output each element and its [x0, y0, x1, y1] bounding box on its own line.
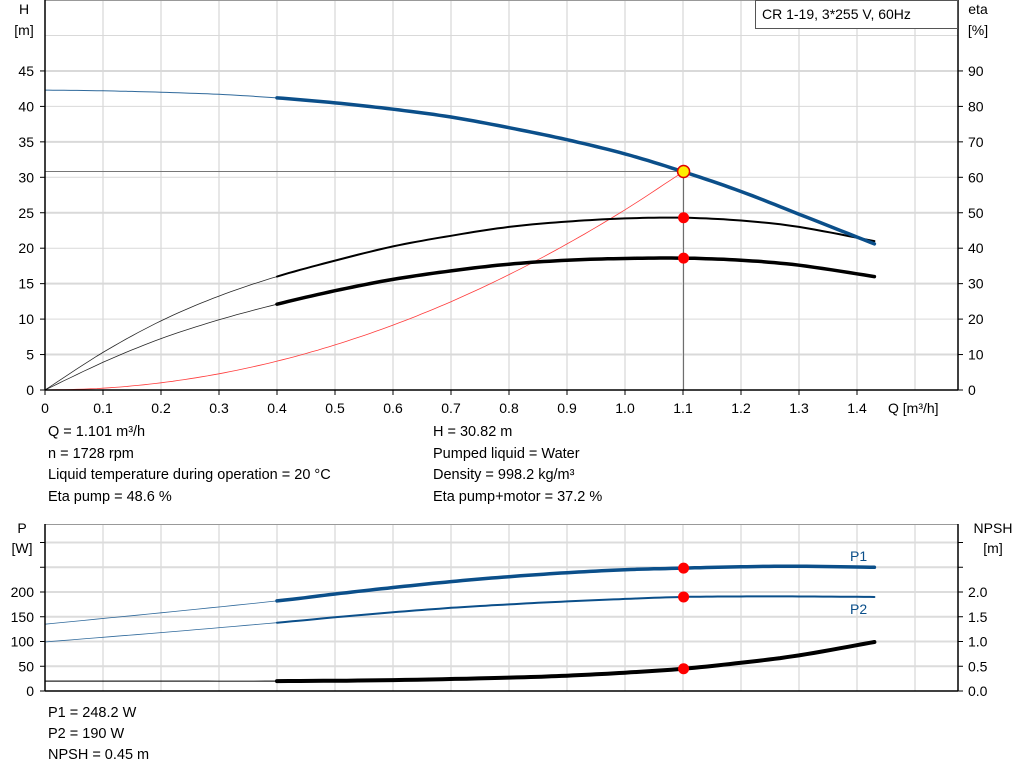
info-density: Density = 998.2 kg/m³: [433, 467, 575, 483]
eta-tick-label: 60: [968, 169, 984, 185]
h-axis-unit: [m]: [14, 22, 33, 38]
h-axis-label: H: [19, 1, 29, 17]
npsh-axis-label: NPSH: [974, 520, 1013, 536]
h-tick-label: 5: [26, 347, 34, 363]
eta-pump-motor-curve: [275, 256, 877, 306]
h-tick-label: 20: [18, 240, 34, 256]
eta-pump-motor-curve-extrapolated: [44, 303, 278, 391]
h-tick-label: 25: [18, 205, 34, 221]
eta-pump-point: [678, 212, 690, 224]
p2-curve-extrapolated: [44, 622, 278, 643]
legend-text: CR 1-19, 3*255 V, 60Hz: [762, 6, 911, 22]
info-pumped-liquid: Pumped liquid = Water: [433, 446, 580, 462]
info-p1: P1 = 248.2 W: [48, 705, 137, 721]
eta-tick-label: 50: [968, 205, 984, 221]
x-tick-label: 0.9: [557, 400, 577, 416]
legend-box: [755, 0, 958, 29]
eta-pump-curve: [276, 216, 876, 278]
operating-point-marker: [676, 164, 691, 179]
p1-curve: [275, 564, 877, 603]
npsh-tick-label: 2.0: [968, 584, 988, 600]
h-tick-label: 15: [18, 276, 34, 292]
p1-series-label: P1: [850, 548, 867, 564]
npsh-tick-label: 0.5: [968, 658, 988, 674]
q-axis-label: Q [m³/h]: [888, 400, 939, 416]
x-tick-label: 0.3: [209, 400, 229, 416]
x-tick-label: 1.1: [673, 400, 693, 416]
x-tick-label: 1.0: [615, 400, 635, 416]
eta-axis-unit: [%]: [968, 22, 988, 38]
top-curves: [44, 89, 877, 391]
info-eta-pump-motor: Eta pump+motor = 37.2 %: [433, 489, 603, 505]
x-tick-label: 1.4: [847, 400, 867, 416]
x-tick-label: 1.2: [731, 400, 751, 416]
x-tick-label: 0.4: [267, 400, 287, 416]
x-tick-label: 0.5: [325, 400, 345, 416]
p2-series-label: P2: [850, 601, 867, 617]
info-npsh: NPSH = 0.45 m: [48, 747, 150, 763]
info-liquid-temp: Liquid temperature during operation = 20…: [48, 467, 331, 483]
p1-point: [678, 562, 690, 574]
p-axis-unit: [W]: [12, 540, 33, 556]
eta-axis-label: eta: [968, 1, 988, 17]
npsh-curve: [275, 640, 877, 684]
h-tick-label: 30: [18, 169, 34, 185]
h-tick-label: 35: [18, 134, 34, 150]
eta-tick-label: 40: [968, 240, 984, 256]
p2-curve: [276, 595, 876, 624]
eta-tick-label: 30: [968, 276, 984, 292]
bottom-grid: [45, 524, 958, 691]
info-h: H = 30.82 m: [433, 424, 513, 440]
x-tick-label: 0.6: [383, 400, 403, 416]
eta-tick-label: 80: [968, 98, 984, 114]
eta-tick-label: 10: [968, 347, 984, 363]
info-q: Q = 1.101 m³/h: [48, 424, 146, 440]
axes: 0 0.1 0.2 0.3 0.4 0.5 0.6 0.7 0.8 0.9 1.0 1.1 1.2 1.3…: [11, 0, 988, 699]
h-curve-extrapolated: [45, 89, 278, 99]
npsh-tick-label: 0.0: [968, 683, 988, 699]
p-tick-label: 0: [26, 683, 34, 699]
npsh-tick-label: 1.0: [968, 634, 988, 650]
p-tick-label: 150: [11, 609, 35, 625]
eta-tick-label: 20: [968, 311, 984, 327]
h-tick-label: 40: [18, 98, 34, 114]
x-tick-label: 0.2: [151, 400, 171, 416]
p-tick-label: 100: [11, 634, 35, 650]
h-curve: [275, 96, 877, 246]
eta-pump-motor-point: [678, 252, 690, 264]
h-tick-label: 10: [18, 311, 34, 327]
eta-tick-label: 0: [968, 382, 976, 398]
h-tick-label: 45: [18, 63, 34, 79]
x-tick-label: 0.1: [93, 400, 113, 416]
bottom-curves: [44, 562, 877, 684]
x-tick-label: 0.8: [499, 400, 519, 416]
p-tick-label: 50: [18, 658, 34, 674]
npsh-tick-label: 1.5: [968, 609, 988, 625]
npsh-point: [678, 663, 690, 675]
eta-tick-label: 70: [968, 134, 984, 150]
system-curve: [44, 171, 684, 391]
eta-pump-curve-extrapolated: [44, 276, 278, 391]
x-tick-label: 0.7: [441, 400, 461, 416]
npsh-axis-unit: [m]: [983, 540, 1002, 556]
eta-tick-label: 90: [968, 63, 984, 79]
p-tick-label: 200: [11, 584, 35, 600]
p1-curve-extrapolated: [44, 600, 278, 625]
info-eta-pump: Eta pump = 48.6 %: [48, 489, 172, 505]
top-grid: [45, 0, 958, 390]
p-axis-label: P: [17, 520, 26, 536]
p2-point: [678, 591, 690, 603]
h-tick-label: 0: [26, 382, 34, 398]
info-p2: P2 = 190 W: [48, 726, 125, 742]
x-tick-label: 0: [41, 400, 49, 416]
info-n: n = 1728 rpm: [48, 446, 134, 462]
x-tick-label: 1.3: [789, 400, 809, 416]
